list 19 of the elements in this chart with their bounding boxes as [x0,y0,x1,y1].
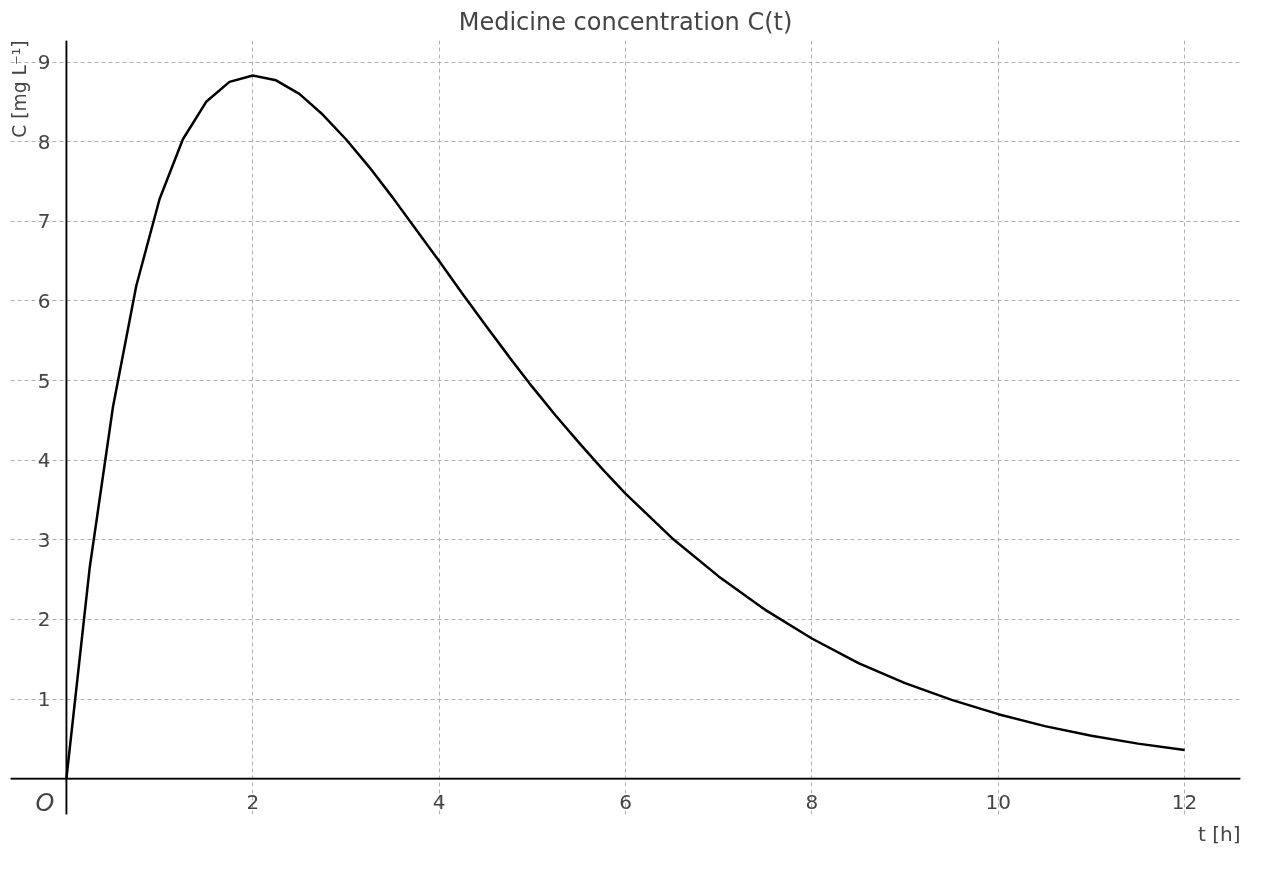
x-tick-label: 2 [246,789,260,814]
x-tick-label: 8 [805,789,819,814]
x-tick-label: 4 [432,789,446,814]
chart-title: Medicine concentration C(t) [458,7,793,36]
x-tick-label: 10 [985,789,1011,814]
y-tick-label: 2 [37,607,51,632]
y-tick-label: 7 [37,209,51,234]
y-tick-label: 5 [37,368,51,393]
x-axis-title: t [h] [1198,821,1241,846]
y-tick-label: 6 [37,288,51,313]
y-tick-label: 1 [37,687,51,712]
y-tick-label: 9 [37,50,51,74]
y-tick-label: 4 [37,448,51,473]
y-tick-label: 3 [37,527,51,552]
y-tick-label: 8 [37,129,51,154]
x-tick-label: 6 [619,789,632,814]
annotation: O [35,788,55,817]
y-axis-title: C [mg L⁻¹] [8,40,30,138]
x-tick-label: 12 [1171,789,1198,814]
